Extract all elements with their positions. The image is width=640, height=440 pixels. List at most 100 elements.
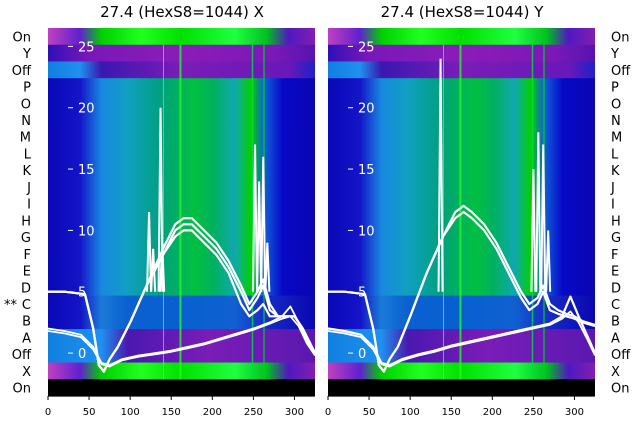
x-tick-label: 100 <box>121 407 140 418</box>
heatmap-row <box>48 362 315 380</box>
spike-mark <box>256 181 263 292</box>
spike-mark <box>150 248 157 292</box>
heatmap-row <box>48 44 315 63</box>
heatmap-row <box>328 111 595 129</box>
heatmap-row <box>48 262 315 280</box>
row-label: O <box>21 97 31 112</box>
heatmap-row <box>48 178 315 196</box>
row-label: On <box>611 30 629 45</box>
heatmap-row <box>48 161 315 180</box>
heatmap-row <box>48 228 315 247</box>
row-label: P <box>23 81 31 96</box>
row-marker: ** <box>4 298 18 313</box>
x-tick-label: 150 <box>162 407 181 418</box>
row-label: X <box>611 365 620 380</box>
heatmap-row <box>328 278 595 297</box>
row-label: On <box>13 382 31 397</box>
row-label: N <box>611 114 621 129</box>
heatmap-streak <box>251 44 254 380</box>
heatmap-row <box>328 345 595 364</box>
row-label: B <box>22 315 31 330</box>
series-line <box>47 315 316 368</box>
y-tick-label: 25 <box>358 40 375 55</box>
heatmap-row <box>48 278 315 297</box>
heatmap-streak <box>443 44 445 380</box>
chart-title: 27.4 (HexS8=1044) X <box>100 3 264 21</box>
x-tick-label: 300 <box>565 407 584 418</box>
heatmap-row <box>328 245 595 263</box>
series-line <box>328 204 596 373</box>
heatmap-row <box>328 178 595 196</box>
spike-mark <box>260 156 267 292</box>
heatmap-row <box>328 329 595 347</box>
y-tick-label: 10 <box>78 224 95 239</box>
row-label: K <box>22 164 31 179</box>
row-label: Off <box>611 64 631 79</box>
heatmap-row <box>48 78 315 96</box>
row-label: N <box>21 114 31 129</box>
y-tick-label: 0 <box>358 347 366 362</box>
spike-mark <box>535 132 542 292</box>
heatmap-row <box>328 28 595 46</box>
row-label: H <box>21 214 31 229</box>
row-label: C <box>611 298 620 313</box>
row-label: B <box>611 315 620 330</box>
y-tick-label: 10 <box>358 224 375 239</box>
row-label: E <box>23 265 31 280</box>
row-label: Y <box>22 47 31 62</box>
series-line <box>327 310 596 368</box>
heatmap-row <box>48 329 315 347</box>
heatmap-row <box>48 245 315 263</box>
heatmap-streak <box>163 44 165 380</box>
row-label: D <box>21 281 31 296</box>
heatmap-row <box>328 78 595 96</box>
heatmap-row <box>328 128 595 146</box>
x-tick-label: 50 <box>83 407 96 418</box>
x-tick-label: 250 <box>244 407 263 418</box>
spike-mark <box>264 242 271 292</box>
row-label: On <box>611 382 629 397</box>
y-tick-label: 25 <box>78 40 95 55</box>
row-label: G <box>611 231 621 246</box>
row-label: E <box>611 265 619 280</box>
row-label: Off <box>12 348 32 363</box>
chart-title: 27.4 (HexS8=1044) Y <box>381 3 545 21</box>
spike-mark <box>252 144 259 292</box>
heatmap-row <box>328 379 595 397</box>
y-tick-label: 20 <box>358 102 375 117</box>
spike-mark <box>159 242 166 292</box>
row-label: P <box>611 81 619 96</box>
y-tick-label: 15 <box>78 163 95 178</box>
x-tick-label: 0 <box>325 407 331 418</box>
heatmap-row <box>328 362 595 380</box>
heatmap-row <box>328 161 595 180</box>
row-label: J <box>610 181 615 196</box>
row-label: L <box>611 147 619 162</box>
row-label: C <box>22 298 31 313</box>
row-label: On <box>13 30 31 45</box>
row-label: I <box>27 198 31 213</box>
heatmap-row <box>328 94 595 113</box>
x-tick-label: 200 <box>483 407 502 418</box>
heatmap-row <box>328 195 595 213</box>
x-tick-label: 300 <box>285 407 304 418</box>
heatmap-row <box>48 61 315 79</box>
heatmap-row <box>328 212 595 230</box>
heatmap-row <box>48 128 315 146</box>
spike-mark <box>530 169 537 292</box>
row-label: M <box>20 131 31 146</box>
row-label: M <box>611 131 622 146</box>
spike-mark <box>157 107 164 292</box>
panel-x: 27.4 (HexS8=1044) X On Y Off PONMLKJIHGFEDCB… <box>4 3 316 418</box>
y-tick-label: 15 <box>358 163 375 178</box>
series-line <box>48 217 316 373</box>
heatmap-row <box>328 228 595 247</box>
row-label: D <box>611 281 621 296</box>
heatmap-row <box>328 61 595 79</box>
heatmap-row <box>48 379 315 397</box>
heatmap-streak <box>179 44 182 380</box>
x-tick-label: 150 <box>442 407 461 418</box>
row-label: F <box>611 248 618 263</box>
heatmap-row <box>328 312 595 330</box>
